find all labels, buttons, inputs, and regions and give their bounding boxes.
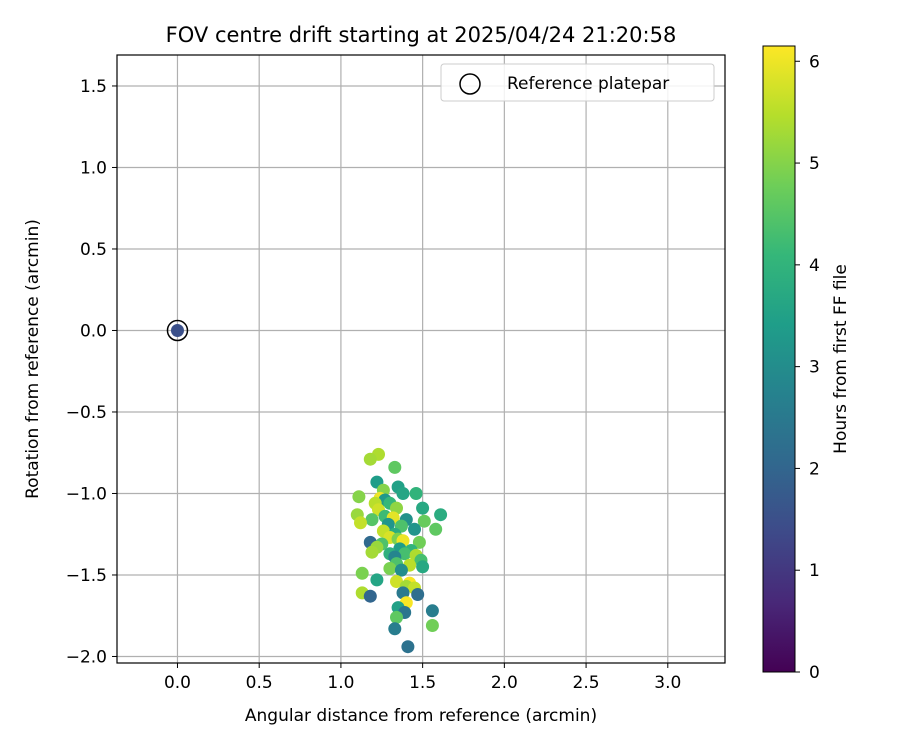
data-points [350,447,448,654]
reference-point [170,323,184,337]
colorbar-tick-label: 1 [809,561,820,581]
data-point [390,575,403,588]
data-point [390,501,403,515]
data-point [425,619,439,632]
y-tick-label: −0.5 [66,403,107,423]
data-point [416,501,430,515]
data-point [396,586,410,600]
x-axis-ticks: 0.0 0.5 1.0 1.5 2.0 2.5 3.0 [164,663,681,693]
colorbar-tick-label: 2 [809,459,820,479]
colorbar-tick-label: 4 [809,256,820,276]
data-point [412,535,426,549]
data-point [394,563,408,577]
data-point [417,514,431,528]
data-point [434,508,448,522]
data-point [354,516,367,530]
y-tick-label: −1.0 [66,484,107,504]
x-tick-label: 0.0 [164,673,191,693]
data-point [365,513,379,527]
colorbar: 0 1 2 3 4 5 6 Hours from first FF file [762,45,851,683]
colorbar-label: Hours from first FF file [831,264,851,454]
y-tick-label: −1.5 [66,566,107,586]
data-point [363,452,377,466]
data-point [429,522,443,536]
data-point [408,522,421,536]
data-point [383,562,397,575]
data-point [363,589,377,603]
data-point [396,487,410,500]
data-point [355,566,369,580]
data-point [388,622,402,636]
y-axis-ticks: 1.5 1.0 0.5 0.0 −0.5 −1.0 −1.5 −2.0 [66,77,117,667]
legend-reference-marker [459,73,481,95]
data-point [411,588,425,601]
x-tick-label: 1.0 [327,673,354,693]
y-tick-label: 0.5 [80,240,107,260]
data-point [409,487,423,500]
x-tick-label: 1.5 [409,673,436,693]
plot-frame [116,54,726,664]
y-tick-label: 1.5 [80,77,107,97]
data-point [388,460,402,474]
colorbar-gradient [762,45,796,673]
y-tick-label: 1.0 [80,158,107,178]
colorbar-tick-label: 3 [809,358,820,378]
colorbar-tick-label: 0 [809,663,820,683]
colorbar-ticks: 0 1 2 3 4 5 6 [795,52,820,683]
legend-entry-reference: Reference platepar [507,74,669,94]
colorbar-tick-label: 6 [809,52,820,72]
y-axis-label: Rotation from reference (arcmin) [23,219,43,499]
chart-title: FOV centre drift starting at 2025/04/24 … [166,23,677,47]
data-point [365,545,379,559]
y-tick-label: −2.0 [66,647,107,667]
data-point [370,573,384,587]
data-point [390,610,403,624]
reference-marker [166,319,189,342]
x-tick-label: 0.5 [246,673,273,693]
data-point [425,604,439,618]
data-point [352,490,366,504]
data-point [398,547,412,561]
legend-box [440,63,715,102]
reference-ring [166,319,189,342]
x-tick-label: 3.0 [654,673,681,693]
data-point [401,640,415,654]
x-tick-label: 2.0 [491,673,518,693]
colorbar-tick-label: 5 [809,154,820,174]
y-tick-label: 0.0 [80,321,107,341]
legend: Reference platepar [440,63,715,102]
x-axis-label: Angular distance from reference (arcmin) [245,706,597,726]
x-tick-label: 2.5 [573,673,600,693]
data-point [416,560,430,574]
